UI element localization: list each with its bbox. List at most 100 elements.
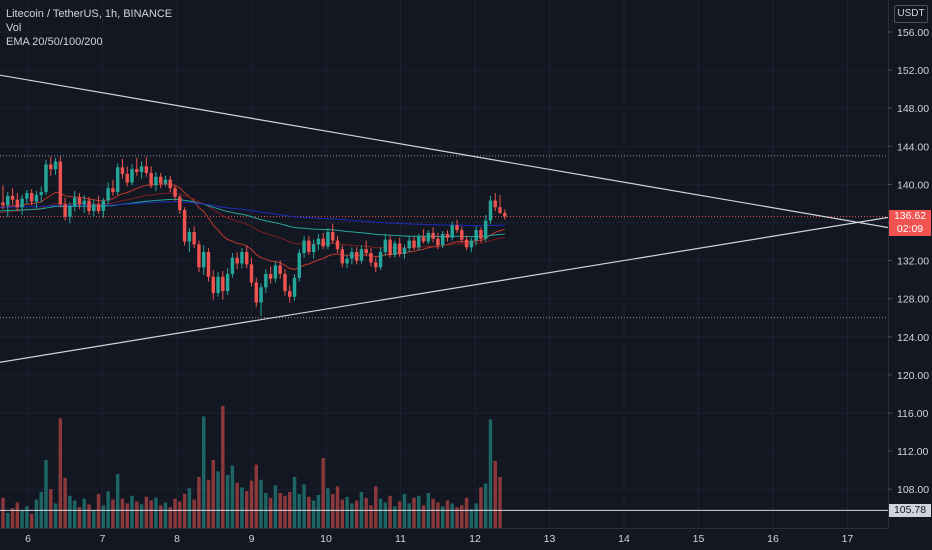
candle-body xyxy=(340,249,345,264)
candle-body xyxy=(307,240,311,253)
symbol-title[interactable]: Litecoin / TetherUS, 1h, BINANCE xyxy=(6,8,173,20)
volume-bar xyxy=(135,501,139,528)
price-tick-label: 156.00 xyxy=(897,27,929,39)
volume-bar xyxy=(101,505,106,528)
volume-bars xyxy=(1,406,502,528)
candle-body xyxy=(292,277,297,297)
candle-body xyxy=(163,179,168,184)
candle-body xyxy=(225,273,230,292)
horizontal-levels xyxy=(0,155,888,511)
candle-body xyxy=(503,212,507,217)
volume-bar xyxy=(92,510,96,528)
volume-bar xyxy=(455,507,459,528)
volume-bar xyxy=(201,416,206,528)
candle-body xyxy=(68,206,72,217)
volume-bar xyxy=(407,503,411,528)
volume-bar xyxy=(58,418,63,528)
candle-body xyxy=(10,195,15,200)
candle-body xyxy=(417,236,421,248)
candle-body xyxy=(460,230,464,240)
candle-body xyxy=(331,232,335,241)
candle-body xyxy=(44,164,48,193)
volume-bar xyxy=(369,505,373,528)
candle-body xyxy=(374,262,378,268)
volume-bar xyxy=(192,499,196,528)
price-tick-label: 116.00 xyxy=(897,408,928,420)
candle-body xyxy=(455,225,459,231)
volume-bar xyxy=(493,460,497,528)
candle-body xyxy=(297,252,302,278)
candle-body xyxy=(354,252,359,261)
candle-body xyxy=(187,232,192,242)
volume-bar xyxy=(130,495,134,528)
volume-bar xyxy=(421,505,426,528)
volume-bar xyxy=(15,502,20,528)
candle-body xyxy=(464,239,469,248)
volume-bar xyxy=(106,491,110,528)
price-tick-label: 120.00 xyxy=(897,370,929,382)
volume-bar xyxy=(436,502,440,528)
currency-label[interactable]: USDT xyxy=(894,5,928,23)
candle-body xyxy=(154,176,158,186)
candle-body xyxy=(144,166,149,173)
volume-bar xyxy=(311,500,316,528)
volume-bar xyxy=(316,494,321,528)
candle-body xyxy=(436,238,440,246)
candle-body xyxy=(254,282,258,303)
time-tick-label: 12 xyxy=(469,533,481,545)
volume-bar xyxy=(154,497,158,528)
candle-body xyxy=(63,204,67,217)
candle-body xyxy=(359,249,364,261)
ema-label[interactable]: EMA 20/50/100/200 xyxy=(6,36,103,48)
candle-body xyxy=(245,252,249,265)
volume-bar xyxy=(197,476,201,528)
candle-body xyxy=(106,188,110,201)
volume-bar xyxy=(321,458,325,528)
price-tick-label: 140.00 xyxy=(897,179,929,191)
candle-body xyxy=(431,232,435,239)
candle-body xyxy=(130,169,134,183)
volume-bar xyxy=(158,505,163,528)
volume-bar xyxy=(82,498,86,528)
volume-bar xyxy=(53,503,58,528)
time-tick-label: 17 xyxy=(842,533,854,545)
volume-label[interactable]: Vol xyxy=(6,22,22,34)
candle-body xyxy=(440,233,445,246)
candlesticks xyxy=(1,156,507,316)
volume-bar xyxy=(474,503,478,528)
lower-trendline[interactable] xyxy=(0,216,893,363)
time-tick-label: 10 xyxy=(320,533,332,545)
candle-body xyxy=(264,273,268,288)
price-tick-label: 124.00 xyxy=(897,332,929,344)
time-tick-label: 6 xyxy=(25,533,31,545)
candle-body xyxy=(158,176,163,184)
trendlines[interactable] xyxy=(0,74,893,363)
upper-trendline[interactable] xyxy=(0,74,893,229)
candle-body xyxy=(201,252,206,268)
time-axis[interactable]: 6 7 8 9 10 11 12 13 14 15 16 17 xyxy=(25,533,853,545)
candle-body xyxy=(388,239,392,255)
volume-bar xyxy=(292,476,297,528)
candle-body xyxy=(125,173,129,183)
volume-bar xyxy=(350,503,354,528)
volume-bar xyxy=(87,504,91,528)
candle-body xyxy=(283,273,287,292)
candle-body xyxy=(15,199,20,208)
volume-bar xyxy=(6,512,10,528)
volume-bar xyxy=(383,502,388,528)
candle-body xyxy=(39,192,43,195)
volume-bar xyxy=(115,474,120,528)
price-tick-label: 148.00 xyxy=(897,103,929,115)
candle-body xyxy=(197,244,201,268)
volume-bar xyxy=(68,495,72,528)
price-axis[interactable]: 156.00152.00148.00144.00140.00136.00132.… xyxy=(888,27,929,496)
candle-body xyxy=(211,276,215,293)
volume-bar xyxy=(335,486,340,528)
candle-body xyxy=(101,200,106,212)
volume-bar xyxy=(283,495,287,528)
candle-body xyxy=(87,200,91,212)
time-tick-label: 14 xyxy=(618,533,630,545)
volume-bar xyxy=(34,499,39,528)
volume-bar xyxy=(168,507,172,528)
